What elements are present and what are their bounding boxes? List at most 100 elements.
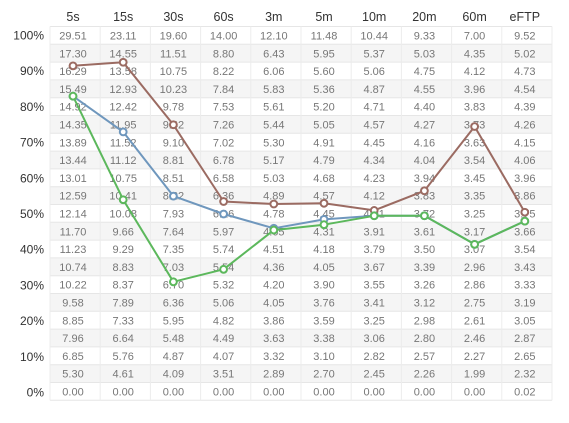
column-header: 20m [412, 10, 436, 24]
table-cell: 11.48 [311, 31, 338, 43]
series-point [470, 122, 480, 131]
table-cell: 4.40 [414, 102, 435, 114]
table-cell: 5.37 [363, 48, 384, 60]
table-cell: 4.51 [263, 244, 284, 256]
table-cell: 3.41 [363, 298, 384, 310]
table-cell: 4.18 [313, 244, 334, 256]
table-cell: 7.02 [213, 137, 234, 149]
series-point [470, 239, 480, 249]
table-cell: 7.84 [213, 84, 234, 96]
table-cell: 4.54 [514, 84, 535, 96]
table-cell: 3.63 [464, 137, 485, 149]
table-cell: 2.57 [414, 351, 435, 363]
table-cell: 3.38 [313, 333, 334, 345]
table-cell: 11.23 [60, 244, 87, 256]
table-cell: 5.61 [263, 102, 284, 114]
table-cell: 3.25 [464, 209, 485, 221]
table-cell: 9.52 [514, 31, 535, 43]
table-cell: 6.43 [263, 48, 284, 60]
table-cell: 8.81 [163, 155, 184, 167]
table-cell: 2.70 [313, 369, 334, 381]
series-point [369, 211, 379, 221]
table-cell: 3.26 [414, 280, 435, 292]
table-cell: 3.67 [363, 262, 384, 274]
table-cell: 3.66 [514, 226, 535, 238]
table-cell: 4.05 [263, 298, 284, 310]
table-cell: 3.76 [313, 298, 334, 310]
table-cell: 4.78 [263, 209, 284, 221]
table-cell: 4.09 [163, 369, 184, 381]
table-cell: 3.19 [514, 298, 535, 310]
series-point [420, 186, 429, 196]
series-markers [68, 57, 530, 287]
table-cell: 29.51 [59, 31, 87, 43]
table-cell: 3.86 [263, 315, 284, 327]
table-cell: 5.97 [213, 226, 234, 238]
column-headers: 5s 15s 30s 60s 3m 5m 10m 20m 60m eFTP [66, 10, 540, 24]
table-cell: 3.05 [514, 315, 535, 327]
grid [49, 26, 553, 401]
table-cell: 13.58 [109, 66, 137, 78]
table-cell: 3.94 [414, 173, 435, 185]
y-tick-label: 40% [20, 243, 44, 257]
column-header: 3m [265, 10, 282, 24]
table-cell: 7.93 [163, 209, 184, 221]
table-cell: 16.29 [59, 66, 87, 78]
table-cell: 3.17 [464, 226, 485, 238]
table-cell: 10.75 [109, 173, 137, 185]
table-cells: 29.51 23.11 19.60 14.00 12.10 11.48 10.44 9.33 7… [59, 31, 535, 399]
table-cell: 0.00 [263, 387, 284, 399]
table-cell: 4.82 [213, 315, 234, 327]
table-cell: 0.00 [464, 387, 485, 399]
table-cell: 5.36 [313, 84, 334, 96]
table-cell: 0.00 [112, 387, 133, 399]
table-cell: 0.00 [163, 387, 184, 399]
table-cell: 4.49 [213, 333, 234, 345]
table-cell: 4.73 [514, 66, 535, 78]
table-cell: 11.95 [110, 120, 137, 132]
table-cell: 3.86 [514, 191, 535, 203]
series-point [269, 225, 279, 235]
table-cell: 8.22 [213, 66, 234, 78]
table-cell: 5.83 [263, 84, 284, 96]
column-header: 10m [362, 10, 386, 24]
table-cell: 4.12 [363, 191, 384, 203]
table-cell: 10.44 [360, 31, 388, 43]
table-cell: 3.54 [464, 155, 485, 167]
table-cell: 11.12 [110, 155, 137, 167]
table-cell: 10.23 [160, 84, 188, 96]
y-tick-label: 20% [20, 314, 44, 328]
table-cell: 9.58 [62, 298, 83, 310]
table-cell: 4.12 [464, 66, 485, 78]
table-cell: 6.85 [62, 351, 83, 363]
table-cell: 4.16 [414, 137, 435, 149]
table-cell: 2.98 [414, 315, 435, 327]
table-cell: 6.36 [163, 298, 184, 310]
table-cell: 4.87 [363, 84, 384, 96]
table-cell: 4.89 [263, 191, 284, 203]
table-cell: 5.30 [62, 369, 83, 381]
table-cell: 4.39 [514, 102, 535, 114]
table-cell: 17.30 [59, 48, 87, 60]
table-cell: 8.51 [163, 173, 184, 185]
table-cell: 3.25 [363, 315, 384, 327]
table-cell: 3.96 [464, 84, 485, 96]
table-cell: 3.54 [514, 244, 535, 256]
y-tick-label: 80% [20, 100, 44, 114]
series-point [169, 277, 178, 287]
table-cell: 3.43 [514, 262, 535, 274]
series-point [269, 199, 279, 209]
table-cell: 6.58 [213, 173, 234, 185]
table-cell: 3.61 [414, 226, 435, 238]
table-cell: 12.10 [260, 31, 288, 43]
table-cell: 7.33 [112, 315, 133, 327]
table-cell: 2.80 [414, 333, 435, 345]
table-cell: 3.12 [414, 298, 435, 310]
table-cell: 5.32 [213, 280, 234, 292]
table-cell: 8.85 [62, 315, 83, 327]
table-cell: 2.75 [464, 298, 485, 310]
table-cell: 4.35 [464, 48, 485, 60]
table-cell: 3.96 [514, 173, 535, 185]
table-cell: 5.05 [313, 120, 334, 132]
